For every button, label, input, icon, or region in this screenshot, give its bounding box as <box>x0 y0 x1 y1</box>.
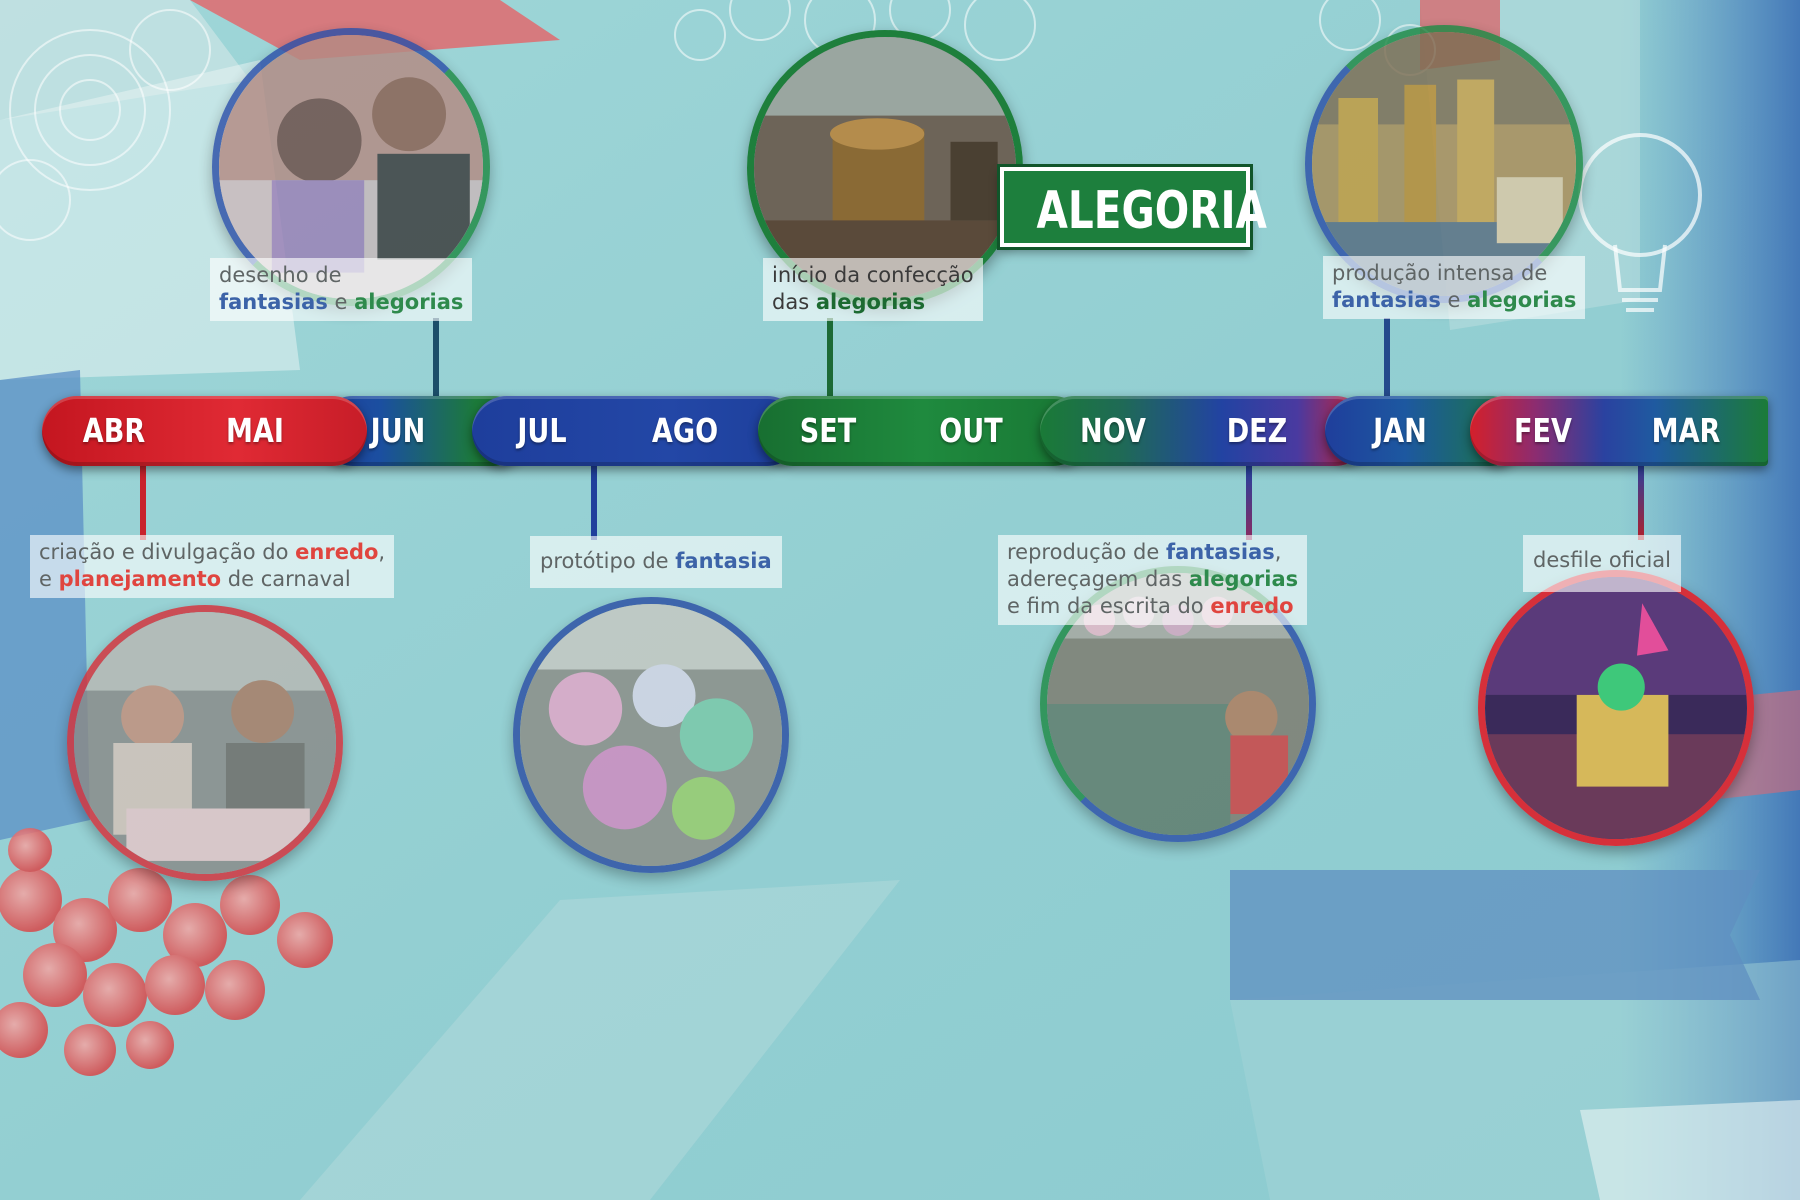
event-label-desenho: desenho de fantasias e alegorias <box>210 258 473 321</box>
month-out: OUT <box>939 411 1003 450</box>
event-label-inicio-confeccao: início da confecção das alegorias <box>763 258 983 321</box>
stem-dez <box>1246 465 1252 540</box>
stem-abr <box>140 465 146 540</box>
event-label-enredo: criação e divulgação do enredo, e planej… <box>30 535 395 598</box>
event-label-prototipo: protótipo de fantasia <box>530 536 782 588</box>
stem-mar <box>1638 465 1644 540</box>
timeline-segment-green-blue-red <box>1040 396 1370 466</box>
month-jul: JUL <box>517 411 567 450</box>
timeline-segment-red-blue-green <box>1470 396 1768 466</box>
photo-circle-alegoria-confeccao <box>747 30 1023 306</box>
stem-jul <box>591 465 597 540</box>
month-mar: MAR <box>1651 411 1721 450</box>
photo-circle-desfile <box>1478 570 1754 846</box>
timeline-segment-blue <box>472 396 802 466</box>
month-set: SET <box>799 411 857 450</box>
event-label-producao-intensa: produção intensa de fantasias e alegoria… <box>1323 256 1586 319</box>
month-jun: JUN <box>370 411 426 450</box>
timeline-segment-green <box>758 396 1088 466</box>
photo-circle-prototipo <box>513 597 789 873</box>
month-jan: JAN <box>1373 411 1427 450</box>
alegoria-tag: ALEGORIA <box>1000 167 1267 247</box>
month-abr: ABR <box>82 411 146 450</box>
photo-circle-enredo <box>67 605 343 881</box>
timeline-segment-red <box>42 396 367 466</box>
month-nov: NOV <box>1080 411 1146 450</box>
month-ago: AGO <box>651 411 719 450</box>
month-mai: MAI <box>226 411 284 450</box>
stem-jun <box>433 318 439 398</box>
stem-jan <box>1384 318 1390 398</box>
stem-set <box>827 318 833 398</box>
event-label-desfile: desfile oficial <box>1523 535 1682 592</box>
event-label-reproducao: reprodução de fantasias, adereçagem das … <box>998 535 1308 625</box>
month-fev: FEV <box>1514 411 1572 450</box>
month-dez: DEZ <box>1226 411 1288 450</box>
